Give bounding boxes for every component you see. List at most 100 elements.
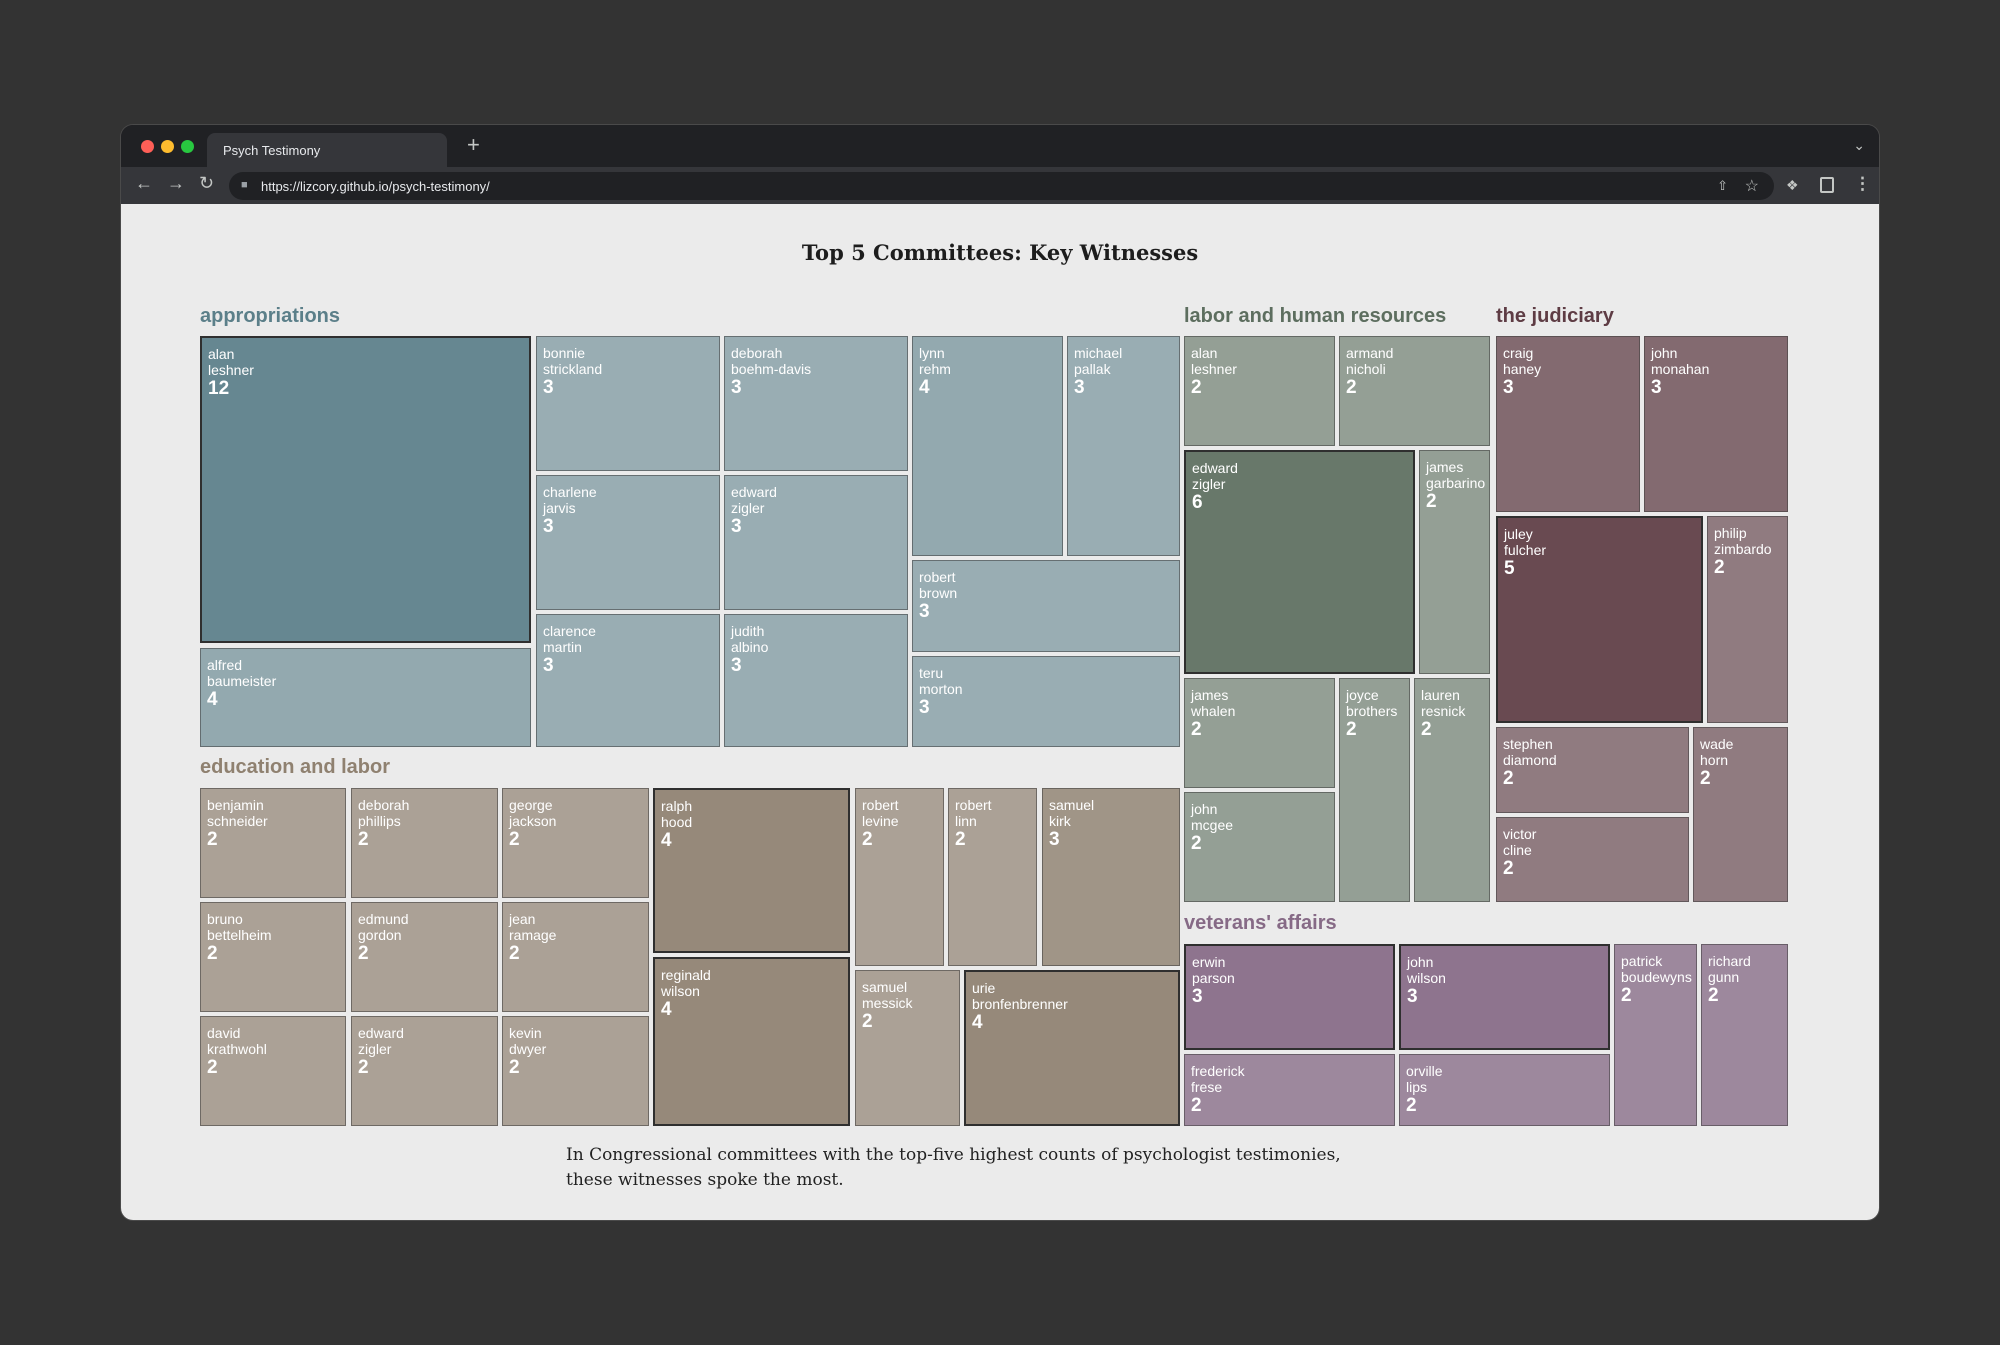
treemap-cell[interactable]: lauren resnick 2	[1414, 678, 1490, 902]
witness-first-name: stephen	[1503, 736, 1553, 752]
treemap-cell[interactable]: edward zigler 6	[1184, 450, 1415, 674]
treemap-cell[interactable]: edward zigler 2	[351, 1016, 498, 1126]
treemap-cell[interactable]: urie bronfenbrenner 4	[964, 970, 1180, 1126]
treemap-cell[interactable]: alan leshner 12	[200, 336, 531, 643]
treemap-cell[interactable]: john mcgee 2	[1184, 792, 1335, 902]
treemap-cell[interactable]: samuel kirk 3	[1042, 788, 1180, 966]
treemap-cell[interactable]: alan leshner 2	[1184, 336, 1335, 446]
treemap-cell[interactable]: teru morton 3	[912, 656, 1180, 747]
witness-last-name: frese	[1191, 1079, 1223, 1095]
treemap-cell[interactable]: reginald wilson 4	[653, 957, 850, 1126]
testimony-count: 2	[1346, 377, 1357, 398]
treemap-cell[interactable]: john monahan 3	[1644, 336, 1788, 512]
witness-first-name: craig	[1503, 345, 1534, 361]
treemap-cell[interactable]: stephen diamond 2	[1496, 727, 1689, 813]
treemap-cell[interactable]: patrick boudewyns 2	[1614, 944, 1697, 1126]
testimony-count: 5	[1504, 558, 1515, 579]
witness-first-name: reginald	[661, 967, 711, 983]
witness-last-name: zigler	[1192, 476, 1226, 492]
treemap-cell[interactable]: joyce brothers 2	[1339, 678, 1410, 902]
testimony-count: 2	[207, 943, 218, 964]
treemap-cell[interactable]: deborah phillips 2	[351, 788, 498, 898]
treemap-cell[interactable]: alfred baumeister 4	[200, 648, 531, 747]
treemap-cell[interactable]: orville lips 2	[1399, 1054, 1610, 1126]
treemap-cell[interactable]: james garbarino 2	[1419, 450, 1490, 674]
extensions-puzzle-icon[interactable]: ❖	[1786, 177, 1799, 193]
witness-first-name: wade	[1700, 736, 1734, 752]
witness-first-name: judith	[731, 623, 765, 639]
testimony-count: 3	[543, 655, 554, 676]
treemap-cell[interactable]: michael pallak 3	[1067, 336, 1180, 556]
share-icon[interactable]: ⇧	[1717, 178, 1728, 193]
treemap-cell[interactable]: benjamin schneider 2	[200, 788, 346, 898]
witness-first-name: john	[1651, 345, 1678, 361]
treemap-cell[interactable]: bonnie strickland 3	[536, 336, 720, 471]
maximize-window-button[interactable]	[181, 140, 194, 153]
committee-label: appropriations	[200, 305, 341, 327]
treemap-cell[interactable]: armand nicholi 2	[1339, 336, 1490, 446]
back-arrow-icon[interactable]: ←	[135, 173, 153, 193]
treemap-cell[interactable]: philip zimbardo 2	[1707, 516, 1788, 723]
treemap-cell[interactable]: juley fulcher 5	[1496, 516, 1703, 723]
treemap-cell[interactable]: edmund gordon 2	[351, 902, 498, 1012]
more-menu-icon[interactable]: ⋮	[1854, 174, 1871, 193]
witness-last-name: boudewyns	[1621, 969, 1692, 985]
treemap-cell[interactable]: judith albino 3	[724, 614, 908, 747]
treemap-cell[interactable]: lynn rehm 4	[912, 336, 1063, 556]
close-window-button[interactable]	[141, 140, 154, 153]
treemap-cell[interactable]: george jackson 2	[502, 788, 649, 898]
witness-first-name: alan	[1191, 345, 1218, 361]
treemap-cell[interactable]: robert levine 2	[855, 788, 944, 966]
testimony-count: 3	[731, 655, 742, 676]
witness-last-name: strickland	[543, 361, 603, 377]
treemap-cell[interactable]: samuel messick 2	[855, 970, 960, 1126]
witness-last-name: whalen	[1191, 703, 1236, 719]
new-tab-button[interactable]: +	[467, 132, 480, 157]
forward-arrow-icon[interactable]: →	[167, 173, 185, 193]
tab-psych-testimony[interactable]: Psych Testimony	[207, 133, 447, 167]
testimony-count: 2	[1191, 833, 1202, 854]
browser-toolbar: ← → ↻ ■ https://lizcory.github.io/psych-…	[121, 167, 1879, 204]
url-text[interactable]: https://lizcory.github.io/psych-testimon…	[261, 179, 490, 194]
treemap-cell[interactable]: victor cline 2	[1496, 817, 1689, 902]
treemap-cell[interactable]: robert linn 2	[948, 788, 1037, 966]
treemap-cell[interactable]: james whalen 2	[1184, 678, 1335, 788]
treemap-cell[interactable]: ralph hood 4	[653, 788, 850, 953]
treemap-cell[interactable]: deborah boehm-davis 3	[724, 336, 908, 471]
treemap-cell[interactable]: robert brown 3	[912, 560, 1180, 652]
treemap-cell[interactable]: bruno bettelheim 2	[200, 902, 346, 1012]
treemap-cell[interactable]: charlene jarvis 3	[536, 475, 720, 610]
testimony-count: 2	[862, 1011, 873, 1032]
address-bar[interactable]: ■ https://lizcory.github.io/psych-testim…	[229, 172, 1774, 200]
treemap-cell[interactable]: john wilson 3	[1399, 944, 1610, 1050]
witness-first-name: deborah	[358, 797, 410, 813]
reload-icon[interactable]: ↻	[199, 173, 215, 193]
treemap-cell[interactable]: richard gunn 2	[1701, 944, 1788, 1126]
witness-first-name: victor	[1503, 826, 1537, 842]
testimony-count: 3	[1503, 377, 1514, 398]
treemap-cell[interactable]: clarence martin 3	[536, 614, 720, 747]
treemap-cell[interactable]: erwin parson 3	[1184, 944, 1395, 1050]
chevron-down-icon[interactable]: ⌄	[1853, 137, 1865, 153]
committee-label: veterans' affairs	[1184, 912, 1337, 934]
treemap-cell[interactable]: wade horn 2	[1693, 727, 1788, 902]
bookmark-star-icon[interactable]: ☆	[1744, 178, 1759, 195]
side-panel-icon[interactable]	[1820, 177, 1834, 193]
witness-first-name: erwin	[1192, 954, 1226, 970]
testimony-count: 2	[1426, 491, 1437, 512]
treemap-cell[interactable]: david krathwohl 2	[200, 1016, 346, 1126]
treemap-cell[interactable]: edward zigler 3	[724, 475, 908, 610]
witness-treemap: appropriations alan leshner 12 alfred baumeis…	[121, 204, 1879, 1220]
witness-last-name: pallak	[1074, 361, 1111, 377]
testimony-count: 4	[661, 999, 672, 1020]
testimony-count: 4	[919, 377, 930, 398]
treemap-cell[interactable]: frederick frese 2	[1184, 1054, 1395, 1126]
witness-last-name: fulcher	[1504, 542, 1547, 558]
witness-first-name: clarence	[543, 623, 596, 639]
minimize-window-button[interactable]	[161, 140, 174, 153]
treemap-cell[interactable]: craig haney 3	[1496, 336, 1640, 512]
treemap-cell[interactable]: kevin dwyer 2	[502, 1016, 649, 1126]
witness-last-name: martin	[543, 639, 582, 655]
treemap-cell[interactable]: jean ramage 2	[502, 902, 649, 1012]
witness-last-name: albino	[731, 639, 769, 655]
